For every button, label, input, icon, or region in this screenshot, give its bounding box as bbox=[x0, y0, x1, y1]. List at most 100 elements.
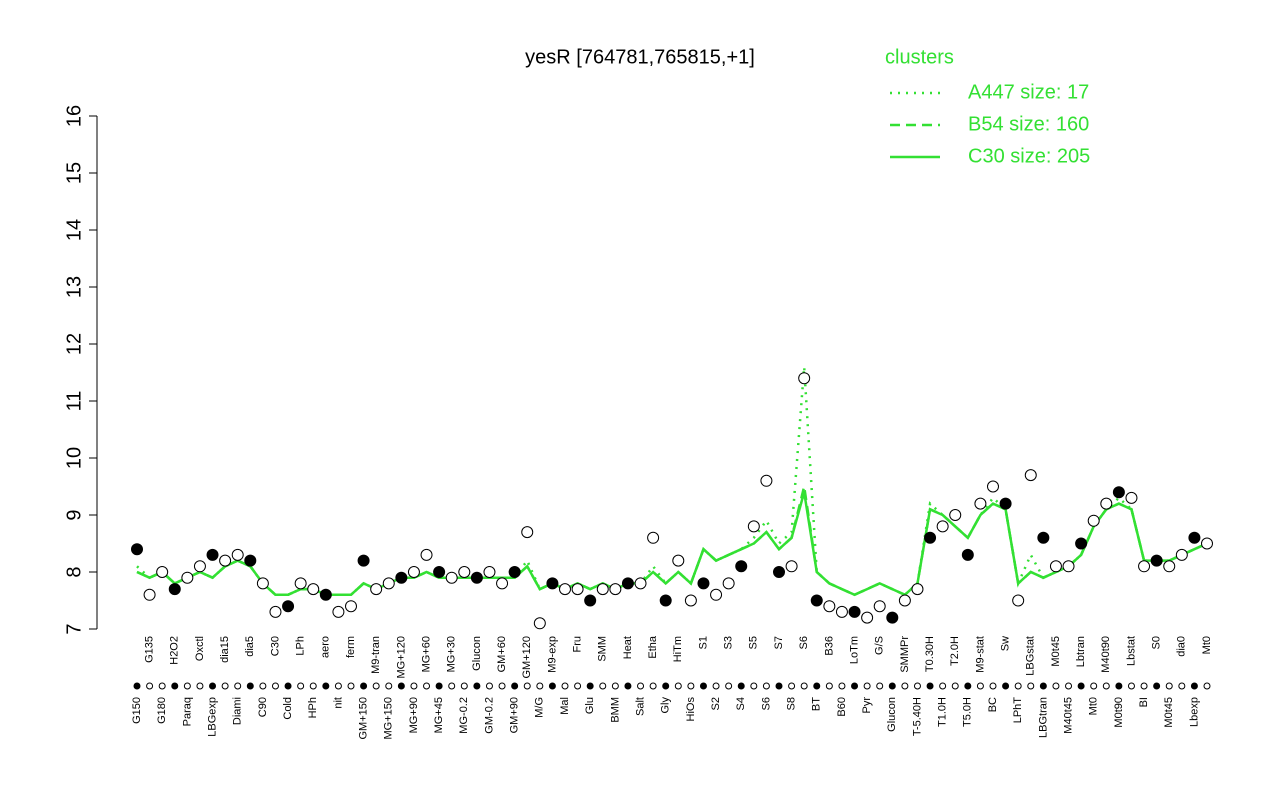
data-point bbox=[684, 594, 697, 607]
data-point bbox=[470, 571, 483, 584]
x-tick-label: dia15 bbox=[219, 636, 231, 663]
category-dot bbox=[1165, 682, 1173, 690]
data-point bbox=[382, 577, 395, 590]
data-point bbox=[1150, 554, 1163, 567]
category-dot bbox=[1140, 682, 1148, 690]
x-tick-label: G135 bbox=[143, 636, 155, 663]
category-dot bbox=[1052, 682, 1060, 690]
legend-title: clusters bbox=[885, 46, 954, 68]
data-point bbox=[798, 372, 811, 385]
x-tick-label: LPh bbox=[295, 636, 307, 656]
x-tick-label: GM+120 bbox=[521, 636, 533, 679]
x-tick-label: Salt bbox=[634, 697, 646, 716]
x-tick-label: Pyr bbox=[861, 697, 873, 714]
category-dot bbox=[423, 682, 431, 690]
category-dot bbox=[448, 682, 456, 690]
category-dot bbox=[360, 682, 368, 690]
data-point bbox=[508, 566, 521, 578]
data-point bbox=[773, 566, 785, 578]
data-point bbox=[433, 566, 446, 578]
data-point bbox=[559, 583, 571, 596]
data-point bbox=[609, 583, 622, 596]
x-tick-label: dia0 bbox=[1176, 636, 1188, 657]
data-point bbox=[319, 588, 332, 601]
category-dot bbox=[725, 682, 733, 690]
data-point bbox=[1175, 548, 1188, 561]
category-dot bbox=[599, 682, 607, 690]
category-dot bbox=[209, 682, 217, 690]
data-point bbox=[1075, 537, 1088, 550]
x-tick-label: LPhT bbox=[1012, 697, 1024, 724]
data-point bbox=[659, 594, 672, 607]
data-point bbox=[420, 548, 433, 561]
x-tick-label: B60 bbox=[836, 697, 848, 717]
data-point bbox=[546, 577, 559, 590]
x-tick-label: G150 bbox=[131, 697, 143, 724]
category-dot bbox=[901, 682, 909, 690]
x-tick-label: G/S bbox=[874, 636, 886, 655]
category-dot bbox=[825, 682, 833, 690]
series-line bbox=[136, 366, 1208, 597]
data-point bbox=[231, 548, 244, 561]
category-dot bbox=[485, 682, 493, 690]
y-tick-label: 7 bbox=[63, 623, 85, 634]
category-dot bbox=[662, 682, 670, 690]
category-dot bbox=[813, 682, 821, 690]
data-point bbox=[621, 577, 634, 590]
legend-label: B54 size: 160 bbox=[968, 113, 1089, 135]
x-tick-label: S1 bbox=[697, 636, 709, 649]
category-dot bbox=[838, 682, 846, 690]
category-dot bbox=[674, 682, 682, 690]
category-dot bbox=[221, 682, 229, 690]
data-point bbox=[294, 577, 307, 590]
category-dot bbox=[548, 682, 556, 690]
category-dot bbox=[372, 682, 380, 690]
y-tick-label: 10 bbox=[63, 447, 85, 469]
data-point bbox=[596, 583, 609, 596]
data-point bbox=[1112, 486, 1125, 499]
data-point bbox=[760, 474, 773, 487]
data-point bbox=[533, 617, 546, 630]
y-tick-label: 14 bbox=[63, 219, 85, 241]
category-dot bbox=[1014, 682, 1022, 690]
data-point bbox=[584, 594, 597, 607]
x-tick-label: LoTm bbox=[848, 636, 860, 664]
data-point bbox=[1062, 560, 1075, 573]
x-tick-label: M/G bbox=[534, 697, 546, 718]
x-tick-label: MG+120 bbox=[395, 636, 407, 679]
data-point bbox=[244, 554, 257, 567]
data-point bbox=[873, 600, 886, 613]
category-dot bbox=[196, 682, 204, 690]
category-dot bbox=[1115, 682, 1123, 690]
y-tick-label: 9 bbox=[63, 509, 85, 520]
category-dot bbox=[637, 682, 645, 690]
category-dot bbox=[397, 682, 405, 690]
x-tick-label: Fru bbox=[571, 636, 583, 653]
x-tick-label: BI bbox=[1138, 697, 1150, 707]
category-dot bbox=[259, 682, 267, 690]
x-tick-label: T0.30H bbox=[924, 636, 936, 672]
data-point bbox=[697, 577, 710, 590]
category-dot bbox=[750, 682, 758, 690]
category-dot bbox=[1002, 682, 1010, 690]
x-tick-label: aero bbox=[320, 636, 332, 658]
category-dot bbox=[498, 682, 506, 690]
y-tick-label: 11 bbox=[63, 391, 85, 412]
data-point bbox=[445, 571, 458, 584]
data-point bbox=[987, 480, 999, 493]
x-tick-label: MG+90 bbox=[408, 697, 420, 733]
x-tick-label: Diami bbox=[232, 697, 244, 725]
category-dot bbox=[939, 682, 947, 690]
category-dot bbox=[183, 682, 191, 690]
x-tick-label: T2.0H bbox=[949, 636, 961, 666]
x-tick-label: HiTm bbox=[672, 636, 684, 662]
category-dot bbox=[385, 682, 393, 690]
data-point bbox=[1201, 537, 1213, 550]
category-dot bbox=[800, 682, 808, 690]
data-point bbox=[332, 605, 345, 618]
x-tick-label: Glucon bbox=[471, 636, 483, 671]
category-dot bbox=[271, 682, 279, 690]
x-tick-label: S0 bbox=[1151, 636, 1163, 649]
data-point bbox=[168, 583, 181, 596]
